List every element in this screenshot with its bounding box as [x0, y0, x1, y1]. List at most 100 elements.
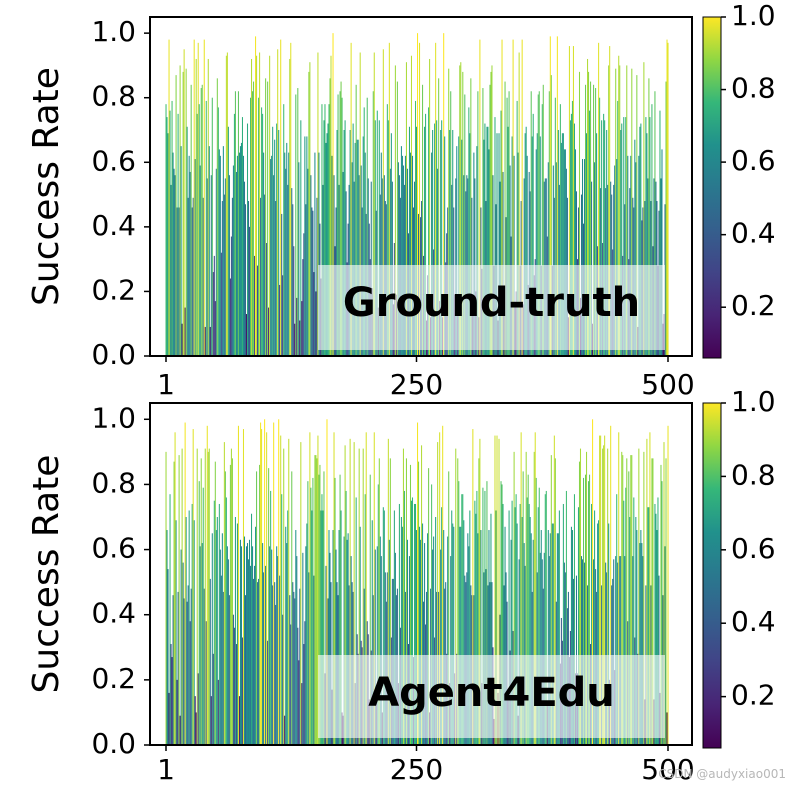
bar: [319, 464, 321, 745]
bar: [266, 243, 268, 356]
panel-agent4edu: Agent4Edu 0.0 0.2 0.4 0.6 0.8 1.0 1 250 500 Succes…: [26, 385, 776, 786]
x-tick-label: 250: [390, 753, 443, 786]
bar: [640, 123, 642, 356]
bar: [190, 84, 192, 357]
bar: [207, 58, 209, 356]
bar: [264, 419, 266, 745]
bar: [615, 68, 617, 356]
bar: [174, 432, 176, 745]
colorbar-tick-label: 0.2: [731, 679, 776, 712]
bar: [314, 152, 316, 356]
bar: [459, 65, 461, 357]
bar: [311, 510, 313, 745]
bar: [262, 543, 264, 745]
x-tick-label: 250: [390, 368, 443, 401]
colorbar: [702, 16, 722, 359]
bar: [498, 438, 500, 745]
bar: [557, 533, 559, 745]
bar: [620, 130, 622, 356]
y-tick-label: 0.2: [91, 662, 136, 695]
bar: [167, 133, 169, 356]
bar: [229, 278, 231, 356]
bar: [573, 494, 575, 745]
bar: [186, 601, 188, 745]
bar: [390, 133, 392, 356]
bar: [608, 65, 610, 357]
bar: [363, 107, 365, 357]
bar: [169, 494, 171, 745]
bar: [341, 97, 343, 357]
bar: [431, 484, 433, 745]
bar: [452, 130, 454, 356]
bar: [210, 696, 212, 745]
bar: [317, 52, 319, 356]
bar: [291, 471, 293, 745]
bar: [638, 155, 640, 356]
bar: [506, 97, 508, 357]
bar: [180, 549, 182, 745]
x-tick-label: 500: [641, 368, 694, 401]
bar: [522, 471, 524, 745]
bar: [587, 58, 589, 356]
bar: [504, 526, 506, 745]
bar: [519, 503, 521, 745]
bar: [415, 126, 418, 357]
bar: [570, 526, 572, 745]
bar: [313, 272, 315, 356]
bar: [475, 513, 477, 745]
bar: [467, 533, 469, 745]
bar: [483, 139, 485, 356]
y-tick-label: 0.0: [91, 338, 136, 371]
bar: [458, 136, 460, 356]
bar: [316, 458, 318, 745]
bar: [606, 130, 608, 356]
bar: [227, 559, 229, 745]
bar: [362, 448, 364, 745]
bar: [251, 58, 253, 356]
bar: [181, 323, 183, 356]
bar: [651, 104, 653, 356]
bar: [617, 562, 619, 745]
bar: [175, 520, 177, 745]
bar: [488, 149, 490, 356]
bar: [276, 123, 278, 356]
bar: [230, 236, 232, 356]
bar: [277, 49, 279, 356]
bar: [649, 432, 651, 745]
bar: [636, 75, 638, 357]
bar: [380, 152, 382, 356]
bar: [450, 556, 452, 745]
bar: [502, 171, 504, 356]
bar: [607, 448, 609, 745]
bar: [187, 585, 189, 745]
bar: [210, 175, 212, 356]
x-tick-label: 1: [157, 368, 175, 401]
bar: [534, 432, 536, 745]
bar: [295, 94, 297, 357]
bar: [398, 503, 400, 745]
bar: [307, 481, 309, 745]
bar: [624, 556, 626, 745]
bar: [594, 162, 596, 356]
bar: [306, 523, 308, 745]
bar: [665, 81, 667, 356]
bar: [640, 530, 642, 745]
bar: [179, 715, 181, 745]
bar: [177, 591, 179, 745]
bar: [559, 104, 561, 356]
bar: [268, 468, 270, 745]
panel-label-box: [318, 655, 665, 738]
bar: [648, 78, 650, 356]
bar: [523, 543, 525, 745]
bar: [571, 530, 573, 745]
bar: [343, 536, 345, 745]
bar: [178, 207, 180, 356]
bar: [232, 165, 234, 356]
bar: [548, 556, 550, 745]
bar: [313, 575, 315, 745]
bar: [259, 52, 261, 356]
bar: [335, 549, 337, 745]
bar: [266, 432, 268, 745]
bar: [193, 520, 195, 745]
bar: [569, 120, 571, 356]
